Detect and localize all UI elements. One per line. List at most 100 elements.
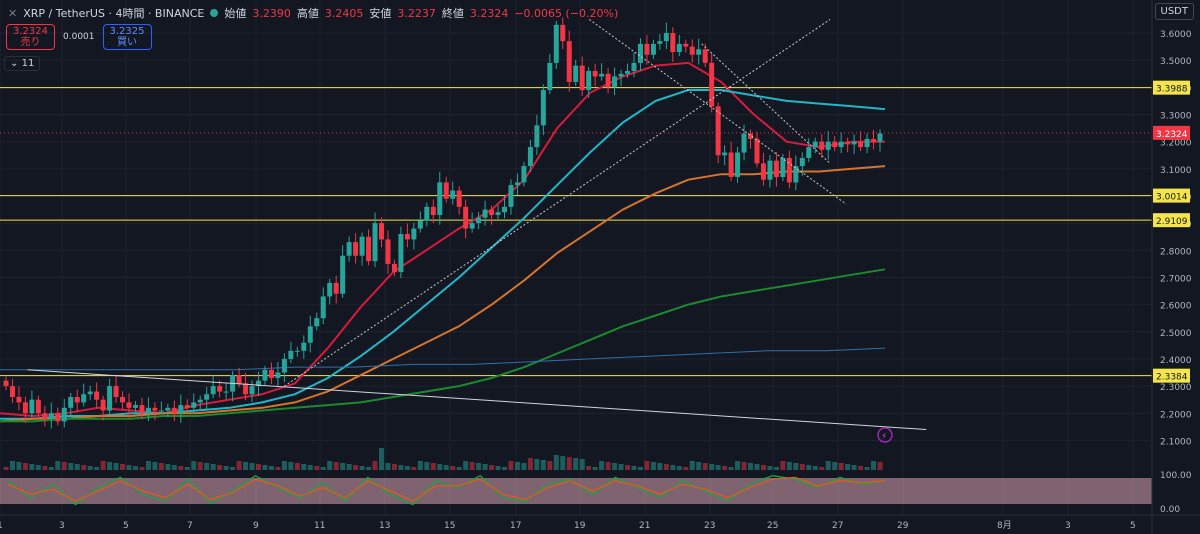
candle-body [359,236,365,256]
oscillator-band [0,478,1152,504]
candle-body [709,62,715,107]
open-value: 3.2390 [252,6,291,20]
volume-bar [120,464,126,470]
volume-bar [204,463,210,470]
candle-body [773,160,779,177]
x-tick-label: 29 [897,521,909,531]
volume-bar [268,466,274,470]
candle-body [877,133,883,142]
high-value: 3.2405 [324,6,364,20]
volume-bar [340,463,346,470]
candle-body [61,407,67,422]
candle-body [760,163,766,180]
candle-body [702,49,708,63]
y-tick-label: 2.8000 [1160,247,1192,257]
level-label: 3.3988 [1156,85,1188,95]
last-price-label: 3.2324 [1156,130,1188,140]
volume-bar [275,467,281,470]
volume-bar [741,462,747,470]
volume-bar [81,465,87,470]
candle-body [378,223,384,240]
volume-bar [631,466,637,470]
candle-body [728,152,734,177]
candle-body [689,46,695,55]
candle-body [560,24,566,42]
x-tick-label: 9 [253,521,259,531]
candle-body [625,71,631,74]
volume-bar [307,465,313,470]
candle-body [793,166,799,183]
buy-button[interactable]: 3.2325 買い [102,24,152,50]
volume-bar [217,465,223,470]
candle-body [281,358,287,373]
candle-body [243,383,249,395]
candle-body [74,396,80,403]
candle-body [430,206,436,215]
volume-bar [165,464,171,470]
volume-bar [262,465,268,470]
candle-body [3,380,9,387]
indicators-toggle-button[interactable]: ⌄ 11 [4,56,41,71]
volume-bar [327,461,333,470]
sell-button[interactable]: 3.2324 売り [6,24,55,50]
candle-body [592,71,598,77]
candle-body [780,157,786,177]
volume-bar [806,465,812,470]
candle-body [42,413,48,419]
volume-bar [288,462,294,470]
volume-bar [55,461,61,470]
x-tick-label: 11 [314,521,325,531]
x-tick-label: 21 [639,521,650,531]
candle-body [644,43,650,55]
volume-bar [547,461,553,470]
volume-bar [566,457,572,470]
candle-body [508,185,514,207]
volume-bar [579,459,585,470]
candle-body [631,62,637,72]
candle-body [327,282,333,297]
symbol-title[interactable]: XRP / TetherUS · 4時間 · BINANCE [23,7,205,20]
volume-bar [48,467,54,470]
candle-body [184,405,190,408]
volume-bar [521,463,527,470]
volume-bar [838,463,844,470]
candle-body [527,147,533,167]
currency-button[interactable]: USDT [1154,3,1194,20]
volume-bar [760,465,766,470]
candle-body [838,141,844,148]
buy-price: 3.2325 [109,26,145,37]
candle-body [275,372,281,378]
volume-bar [430,463,436,470]
candle-body [340,255,346,294]
volume-bar [450,466,456,470]
candle-body [715,106,721,156]
volume-bar [812,466,818,470]
candle-body [812,141,818,148]
candle-body [120,396,126,403]
candle-body [294,350,300,352]
volume-bar [126,465,132,470]
volume-bar [553,455,559,470]
volume-bar [502,467,508,470]
candle-body [22,402,28,414]
volume-bar [637,467,643,470]
y-tick-label: 2.4000 [1160,356,1192,366]
candle-body [113,386,119,397]
candle-body [165,407,171,411]
candle-body [851,141,857,145]
candle-body [514,182,520,186]
candle-body [55,413,61,422]
volume-bar [612,463,618,470]
x-tick-label: 15 [444,521,455,531]
y-tick-label: 3.3000 [1160,111,1192,121]
candle-body [29,399,35,414]
level-label-bg [1153,213,1190,228]
volume-bar [3,467,9,470]
candle-body [217,386,223,392]
candle-body [683,43,689,47]
candle-body [268,369,274,378]
candle-body [676,43,682,53]
y-tick-label: 2.2000 [1160,410,1192,420]
x-tick-label: 13 [379,521,390,531]
